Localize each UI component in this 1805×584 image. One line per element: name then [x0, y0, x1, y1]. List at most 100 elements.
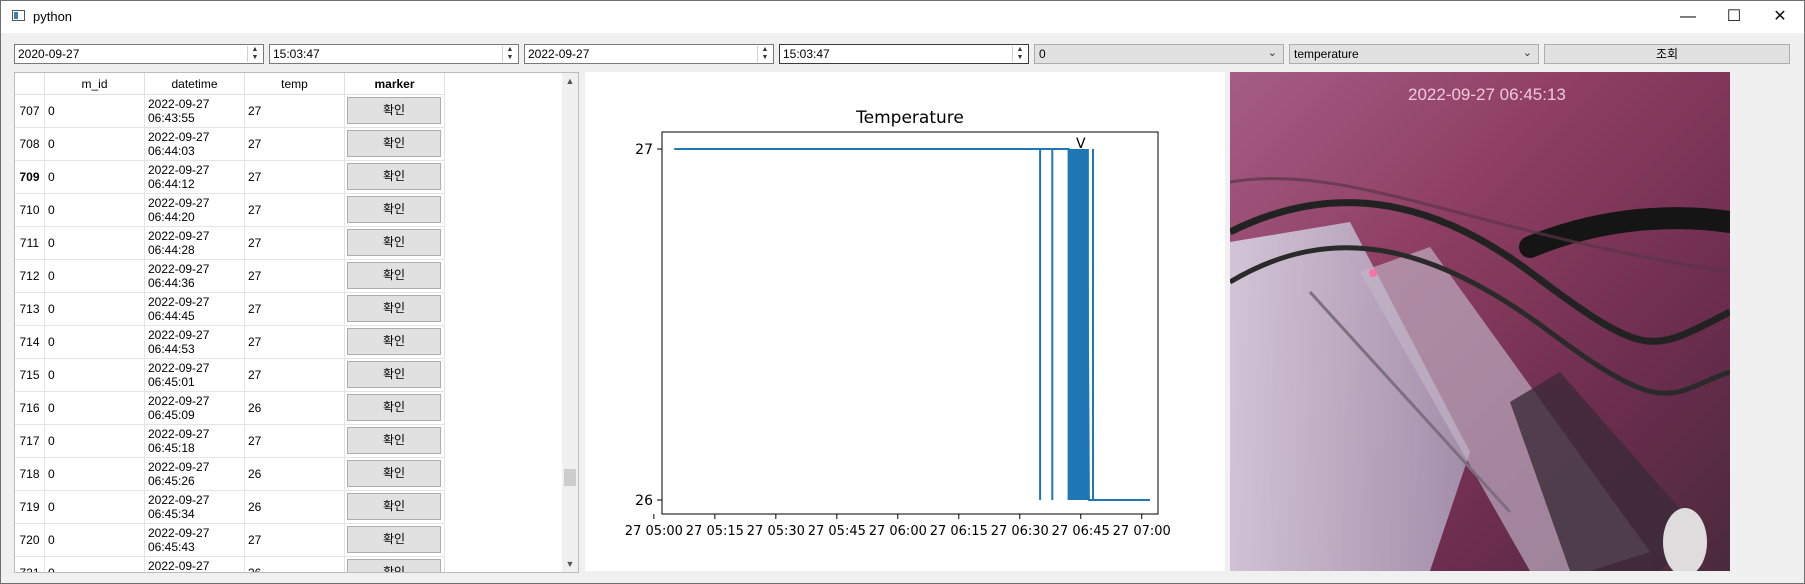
row-number[interactable]: 711 — [15, 227, 45, 260]
confirm-button[interactable]: 확인 — [347, 361, 441, 388]
cell-datetime[interactable]: 2022-09-27 06:44:53 — [145, 326, 245, 359]
cell-datetime[interactable]: 2022-09-27 06:45:18 — [145, 425, 245, 458]
table-row[interactable]: 717 0 2022-09-27 06:45:18 27 확인 — [15, 425, 445, 458]
cell-temp[interactable]: 26 — [245, 392, 345, 425]
cell-datetime[interactable]: 2022-09-27 06:45:43 — [145, 524, 245, 557]
cell-m-id[interactable]: 0 — [45, 425, 145, 458]
table-row[interactable]: 721 0 2022-09-27 26 확인 — [15, 557, 445, 572]
scroll-thumb[interactable] — [564, 469, 576, 486]
table-row[interactable]: 716 0 2022-09-27 06:45:09 26 확인 — [15, 392, 445, 425]
title-bar[interactable]: python — ☐ ✕ — [1, 1, 1804, 33]
cell-m-id[interactable]: 0 — [45, 491, 145, 524]
confirm-button[interactable]: 확인 — [347, 295, 441, 322]
table-row[interactable]: 707 0 2022-09-27 06:43:55 27 확인 — [15, 95, 445, 128]
cell-temp[interactable]: 27 — [245, 128, 345, 161]
cell-m-id[interactable]: 0 — [45, 326, 145, 359]
maximize-button[interactable]: ☐ — [1726, 8, 1742, 25]
header-datetime[interactable]: datetime — [145, 73, 245, 95]
table-row[interactable]: 713 0 2022-09-27 06:44:45 27 확인 — [15, 293, 445, 326]
header-temp[interactable]: temp — [245, 73, 345, 95]
cell-datetime[interactable]: 2022-09-27 06:45:09 — [145, 392, 245, 425]
row-number[interactable]: 710 — [15, 194, 45, 227]
table-row[interactable]: 718 0 2022-09-27 06:45:26 26 확인 — [15, 458, 445, 491]
cell-datetime[interactable]: 2022-09-27 06:44:36 — [145, 260, 245, 293]
table-row[interactable]: 711 0 2022-09-27 06:44:28 27 확인 — [15, 227, 445, 260]
start-date-spinner[interactable]: ▲ ▼ — [247, 46, 262, 62]
cell-m-id[interactable]: 0 — [45, 458, 145, 491]
scroll-up-icon[interactable]: ▲ — [565, 76, 575, 86]
cell-temp[interactable]: 27 — [245, 524, 345, 557]
close-button[interactable]: ✕ — [1773, 8, 1787, 25]
row-number[interactable]: 714 — [15, 326, 45, 359]
spin-down-icon[interactable]: ▼ — [1016, 54, 1024, 61]
confirm-button[interactable]: 확인 — [347, 526, 441, 553]
cell-datetime[interactable]: 2022-09-27 — [145, 557, 245, 572]
cell-m-id[interactable]: 0 — [45, 260, 145, 293]
row-number[interactable]: 712 — [15, 260, 45, 293]
row-number[interactable]: 716 — [15, 392, 45, 425]
minimize-button[interactable]: — — [1680, 8, 1696, 25]
table-row[interactable]: 709 0 2022-09-27 06:44:12 27 확인 — [15, 161, 445, 194]
spin-up-icon[interactable]: ▲ — [506, 46, 514, 53]
cell-m-id[interactable]: 0 — [45, 161, 145, 194]
cell-temp[interactable]: 27 — [245, 293, 345, 326]
confirm-button[interactable]: 확인 — [347, 163, 441, 190]
cell-temp[interactable]: 27 — [245, 95, 345, 128]
start-time-spinner[interactable]: ▲ ▼ — [502, 46, 517, 62]
row-number[interactable]: 713 — [15, 293, 45, 326]
table-row[interactable]: 715 0 2022-09-27 06:45:01 27 확인 — [15, 359, 445, 392]
start-time-edit[interactable]: 15:03:47 ▲ ▼ — [269, 44, 519, 64]
spin-up-icon[interactable]: ▲ — [1016, 46, 1024, 53]
cell-m-id[interactable]: 0 — [45, 359, 145, 392]
table-row[interactable]: 719 0 2022-09-27 06:45:34 26 확인 — [15, 491, 445, 524]
row-number[interactable]: 721 — [15, 557, 45, 572]
confirm-button[interactable]: 확인 — [347, 493, 441, 520]
header-m-id[interactable]: m_id — [45, 73, 145, 95]
confirm-button[interactable]: 확인 — [347, 262, 441, 289]
cell-m-id[interactable]: 0 — [45, 557, 145, 572]
cell-datetime[interactable]: 2022-09-27 06:45:34 — [145, 491, 245, 524]
cell-temp[interactable]: 27 — [245, 359, 345, 392]
end-time-edit[interactable]: 15:03:47 ▲ ▼ — [779, 44, 1029, 64]
cell-temp[interactable]: 27 — [245, 326, 345, 359]
confirm-button[interactable]: 확인 — [347, 427, 441, 454]
field-select[interactable]: temperature ⌄ — [1289, 44, 1539, 64]
table-row[interactable]: 712 0 2022-09-27 06:44:36 27 확인 — [15, 260, 445, 293]
cell-m-id[interactable]: 0 — [45, 194, 145, 227]
confirm-button[interactable]: 확인 — [347, 328, 441, 355]
table-row[interactable]: 714 0 2022-09-27 06:44:53 27 확인 — [15, 326, 445, 359]
start-date-edit[interactable]: 2020-09-27 ▲ ▼ — [14, 44, 264, 64]
spin-up-icon[interactable]: ▲ — [251, 46, 259, 53]
cell-temp[interactable]: 27 — [245, 194, 345, 227]
row-number[interactable]: 718 — [15, 458, 45, 491]
corner-header[interactable] — [15, 73, 45, 95]
end-date-edit[interactable]: 2022-09-27 ▲ ▼ — [524, 44, 774, 64]
confirm-button[interactable]: 확인 — [347, 394, 441, 421]
query-button[interactable]: 조회 — [1544, 44, 1790, 64]
confirm-button[interactable]: 확인 — [347, 229, 441, 256]
spin-down-icon[interactable]: ▼ — [506, 54, 514, 61]
cell-temp[interactable]: 26 — [245, 557, 345, 572]
confirm-button[interactable]: 확인 — [347, 130, 441, 157]
row-number[interactable]: 708 — [15, 128, 45, 161]
row-number[interactable]: 709 — [15, 161, 45, 194]
confirm-button[interactable]: 확인 — [347, 97, 441, 124]
confirm-button[interactable]: 확인 — [347, 196, 441, 223]
id-select[interactable]: 0 ⌄ — [1034, 44, 1284, 64]
table-scrollbar[interactable]: ▲ ▼ — [562, 73, 578, 572]
end-time-spinner[interactable]: ▲ ▼ — [1012, 46, 1027, 62]
cell-datetime[interactable]: 2022-09-27 06:44:12 — [145, 161, 245, 194]
row-number[interactable]: 720 — [15, 524, 45, 557]
cell-temp[interactable]: 27 — [245, 425, 345, 458]
table-row[interactable]: 710 0 2022-09-27 06:44:20 27 확인 — [15, 194, 445, 227]
confirm-button[interactable]: 확인 — [347, 559, 441, 572]
spin-down-icon[interactable]: ▼ — [251, 54, 259, 61]
cell-datetime[interactable]: 2022-09-27 06:45:26 — [145, 458, 245, 491]
cell-m-id[interactable]: 0 — [45, 128, 145, 161]
cell-temp[interactable]: 27 — [245, 227, 345, 260]
row-number[interactable]: 719 — [15, 491, 45, 524]
spin-down-icon[interactable]: ▼ — [761, 54, 769, 61]
cell-m-id[interactable]: 0 — [45, 95, 145, 128]
data-table[interactable]: m_id datetime temp marker 707 0 2022-09-27… — [14, 72, 579, 573]
row-number[interactable]: 717 — [15, 425, 45, 458]
